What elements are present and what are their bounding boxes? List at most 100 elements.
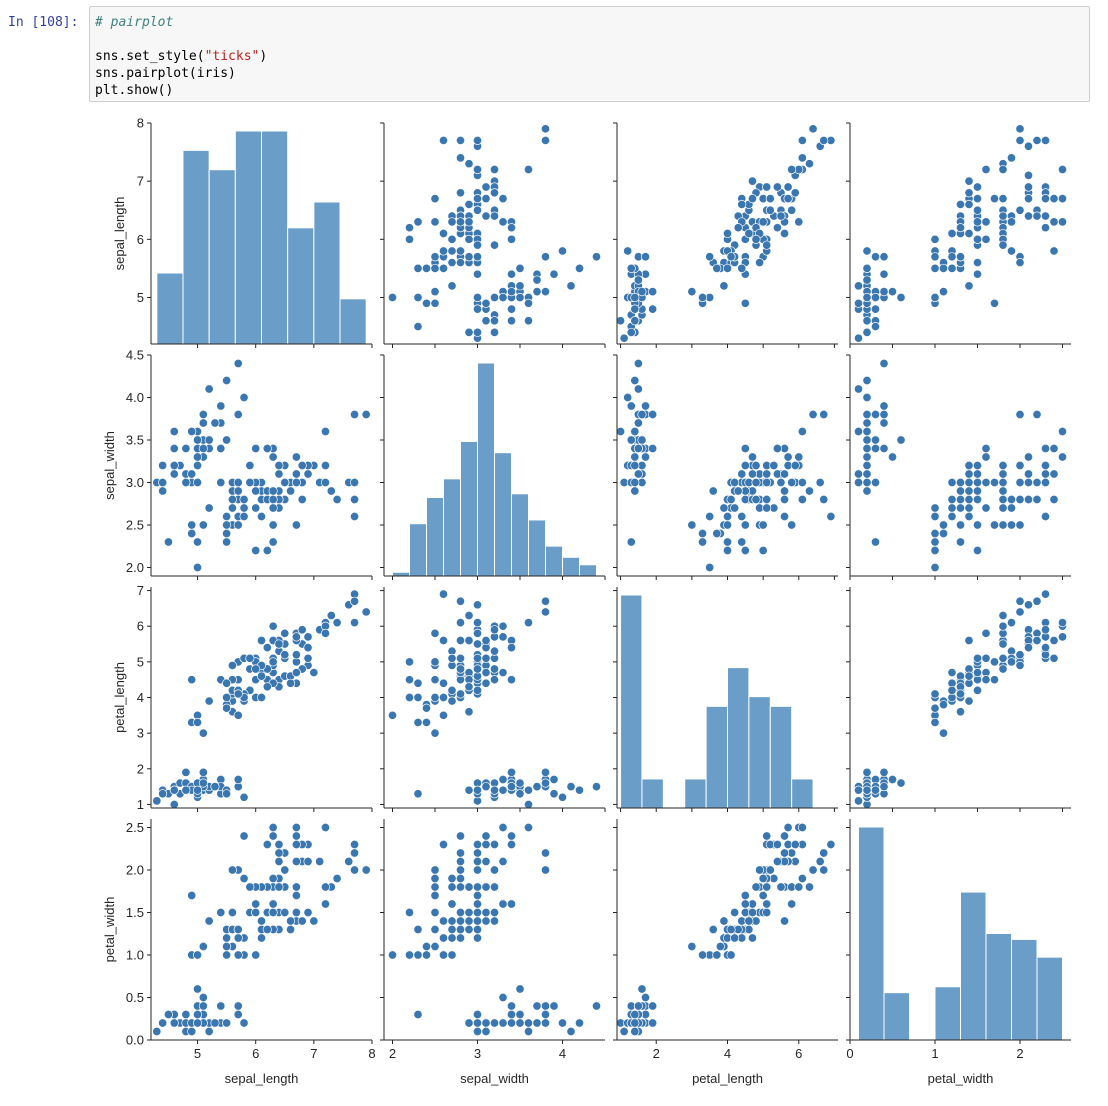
x-tick-label: 3 xyxy=(474,1046,481,1061)
histogram-bar xyxy=(934,986,961,1041)
x-tick-label: 2 xyxy=(389,1046,396,1061)
scatter-point xyxy=(481,882,491,892)
scatter-point xyxy=(1057,217,1068,227)
scatter-point xyxy=(787,899,797,909)
scatter-point xyxy=(930,537,940,547)
scatter-point xyxy=(404,692,415,703)
scatter-point xyxy=(169,460,179,471)
subplot-sepal_length-vs-petal_width xyxy=(846,122,1071,348)
scatter-point xyxy=(762,494,772,505)
scatter-point xyxy=(762,899,772,909)
scatter-point xyxy=(198,728,208,738)
scatter-point xyxy=(239,503,249,513)
scatter-point xyxy=(619,333,629,343)
scatter-point xyxy=(540,1009,551,1020)
scatter-point xyxy=(879,782,889,792)
scatter-point xyxy=(630,452,640,462)
scatter-point xyxy=(210,418,220,428)
scatter-point xyxy=(879,418,889,428)
scatter-point xyxy=(291,477,301,488)
scatter-point xyxy=(256,635,267,646)
scatter-point xyxy=(981,234,991,244)
scatter-point xyxy=(772,839,782,850)
scatter-point xyxy=(430,263,440,273)
scatter-point xyxy=(481,635,491,646)
scatter-point xyxy=(413,717,423,728)
scatter-point xyxy=(955,503,966,513)
scatter-point xyxy=(938,520,949,530)
scatter-point xyxy=(870,477,881,488)
scatter-point xyxy=(447,217,457,227)
scatter-point xyxy=(853,469,864,479)
scatter-point xyxy=(523,1018,534,1028)
scatter-point xyxy=(506,643,517,653)
scatter-point xyxy=(790,460,800,471)
scatter-point xyxy=(1006,217,1017,227)
scatter-point xyxy=(862,246,872,256)
scatter-point xyxy=(637,409,647,420)
x-tick-label: 6 xyxy=(795,1046,802,1061)
scatter-point xyxy=(181,1009,191,1020)
scatter-point xyxy=(930,511,940,522)
scatter-point xyxy=(464,635,474,646)
scatter-point xyxy=(413,924,423,935)
y-tick-label: 1 xyxy=(137,797,144,812)
scatter-point xyxy=(332,873,342,884)
scatter-point xyxy=(726,494,736,505)
scatter-point xyxy=(187,520,197,530)
histogram-bar xyxy=(477,362,495,577)
scatter-point xyxy=(239,494,249,505)
scatter-point xyxy=(464,924,474,935)
scatter-point xyxy=(158,477,168,488)
scatter-point xyxy=(481,1018,491,1028)
scatter-point xyxy=(989,477,1000,488)
scatter-point xyxy=(989,194,1000,204)
scatter-point xyxy=(998,486,1008,496)
scatter-point xyxy=(998,503,1008,513)
scatter-point xyxy=(540,865,551,875)
scatter-point xyxy=(515,1009,525,1020)
scatter-point xyxy=(862,375,872,386)
scatter-point xyxy=(722,263,733,273)
scatter-point xyxy=(158,789,168,799)
code-cell-input[interactable]: # pairplot sns.set_style("ticks") sns.pai… xyxy=(89,6,1090,102)
y-tick-label: 0.5 xyxy=(126,990,144,1005)
scatter-point xyxy=(862,435,872,445)
scatter-point xyxy=(268,486,278,496)
scatter-point xyxy=(819,848,829,858)
scatter-point xyxy=(998,664,1008,674)
scatter-point xyxy=(251,899,261,909)
scatter-point xyxy=(747,194,758,204)
scatter-point xyxy=(187,426,197,437)
scatter-point xyxy=(972,182,983,192)
scatter-point xyxy=(320,460,331,471)
scatter-point xyxy=(447,685,457,695)
scatter-point xyxy=(797,135,807,145)
scatter-point xyxy=(712,528,722,539)
scatter-point xyxy=(291,520,301,530)
scatter-point xyxy=(751,494,761,505)
scatter-point xyxy=(222,789,232,799)
histogram-bar xyxy=(985,933,1012,1041)
scatter-point xyxy=(472,933,483,943)
scatter-point xyxy=(630,1009,640,1020)
scatter-point xyxy=(291,822,301,833)
scatter-point xyxy=(498,899,508,909)
scatter-point xyxy=(251,950,261,960)
scatter-point xyxy=(755,258,765,268)
scatter-point xyxy=(455,258,466,268)
scatter-point xyxy=(291,452,301,462)
scatter-point xyxy=(447,899,457,909)
scatter-point xyxy=(498,621,508,631)
scatter-point xyxy=(862,292,872,303)
scatter-point xyxy=(719,916,729,926)
scatter-point xyxy=(489,664,500,674)
scatter-point xyxy=(1032,211,1042,221)
scatter-point xyxy=(256,933,267,943)
scatter-point xyxy=(198,992,208,1003)
y-tick-label: 2.5 xyxy=(126,518,144,533)
scatter-point xyxy=(438,228,449,239)
scatter-point xyxy=(853,298,864,308)
scatter-point xyxy=(947,228,957,239)
scatter-point xyxy=(972,653,983,663)
